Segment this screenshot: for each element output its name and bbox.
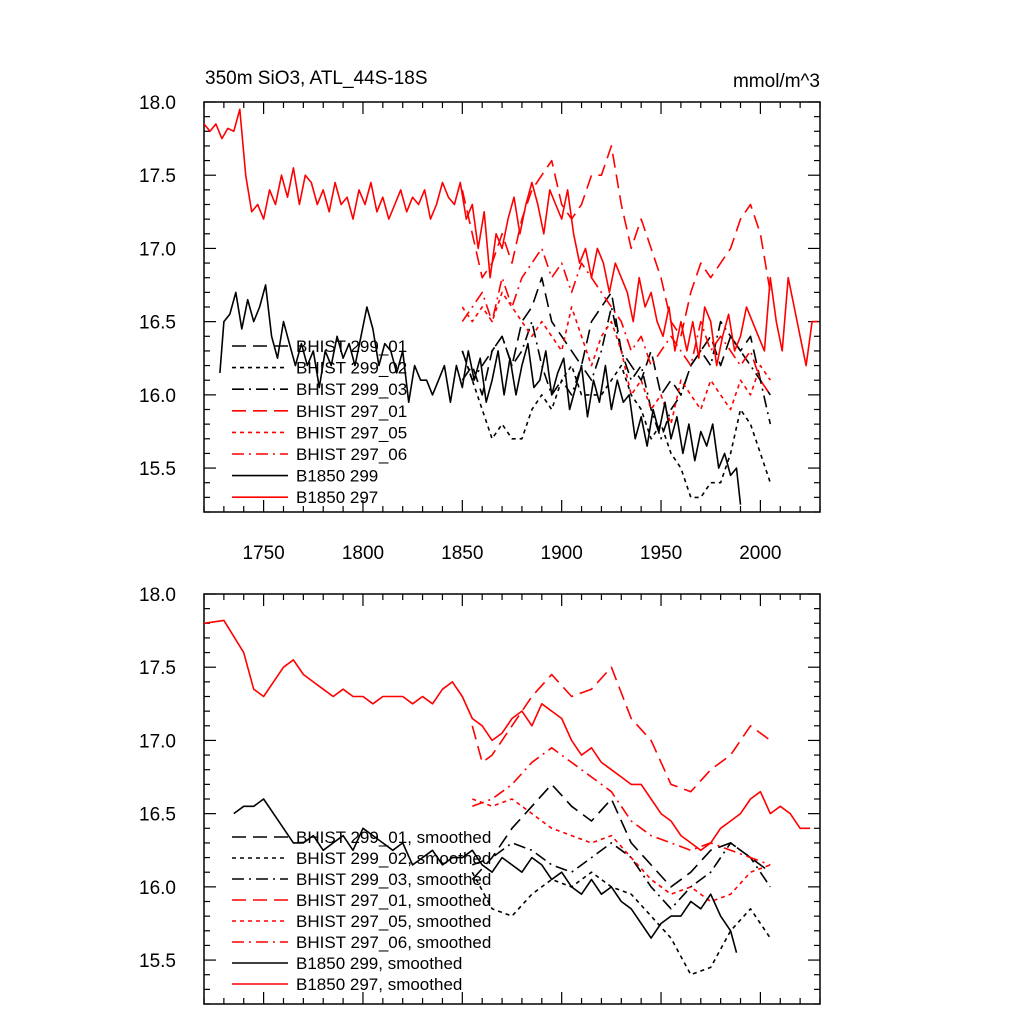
legend-label: BHIST 297_05 <box>296 423 407 442</box>
series-line <box>461 350 772 499</box>
y-tick-label: 18.0 <box>139 93 176 114</box>
x-tick-label: 1950 <box>640 543 682 564</box>
y-tick-label: 16.0 <box>139 386 176 407</box>
legend-label: BHIST 297_01, smoothed <box>296 891 491 910</box>
series-group <box>204 108 818 505</box>
y-tick-label: 17.0 <box>139 731 176 752</box>
series-line <box>204 108 818 367</box>
y-tick-label: 16.0 <box>139 878 176 899</box>
units-label: mmol/m^3 <box>733 71 820 92</box>
legend-label: BHIST 297_06 <box>296 445 407 464</box>
x-tick-label: 1750 <box>242 543 284 564</box>
series-line <box>461 247 771 396</box>
series-line <box>461 145 772 338</box>
chart-title: 350m SiO3, ATL_44S-18S <box>205 68 428 89</box>
legend-label: BHIST 299_01 <box>296 337 407 356</box>
series-line <box>219 284 742 505</box>
legend-label: BHIST 299_03, smoothed <box>296 870 491 889</box>
legend-label: B1850 297 <box>296 488 378 507</box>
legend-label: BHIST 299_02, smoothed <box>296 849 491 868</box>
series-line <box>471 783 771 888</box>
series-line <box>471 666 771 793</box>
series-line <box>461 291 771 425</box>
x-tick-label: 1900 <box>541 543 583 564</box>
y-tick-label: 17.5 <box>139 166 176 187</box>
legend-label: BHIST 297_01 <box>296 402 407 421</box>
series-line <box>461 306 772 440</box>
series-line <box>472 842 771 910</box>
y-tick-label: 17.5 <box>139 658 176 679</box>
series-line <box>461 276 771 396</box>
legend-label: B1850 299, smoothed <box>296 954 462 973</box>
top-panel: 15.5 16.0 16.5 17.0 17.5 18.0 1750 1800 1850 1900… <box>139 93 821 564</box>
legend: BHIST 299_01, smoothed BHIST 299_02, smoo… <box>232 828 491 994</box>
y-tick-label: 18.0 <box>139 585 176 606</box>
legend-label: B1850 297, smoothed <box>296 975 462 994</box>
y-tick-label: 17.0 <box>139 239 176 260</box>
legend: BHIST 299_01 BHIST 299_02 BHIST 299_03 BHIS… <box>232 337 407 507</box>
y-tick-label: 16.5 <box>139 313 176 334</box>
x-tick-label: 2000 <box>739 543 781 564</box>
legend-label: BHIST 299_01, smoothed <box>296 828 491 847</box>
legend-label: BHIST 299_03 <box>296 380 407 399</box>
series-group <box>204 619 811 976</box>
legend-label: BHIST 297_06, smoothed <box>296 933 491 952</box>
y-tick-label: 15.5 <box>139 459 176 480</box>
bottom-panel: 15.5 16.0 16.5 17.0 17.5 18.0 BHIST 299_01, sm… <box>139 585 821 1005</box>
legend-label: B1850 299 <box>296 467 378 486</box>
y-tick-label: 16.5 <box>139 805 176 826</box>
y-tick-label: 15.5 <box>139 951 176 972</box>
series-line <box>233 798 738 953</box>
series-line <box>204 619 811 852</box>
x-tick-label: 1800 <box>342 543 384 564</box>
series-line <box>472 798 771 903</box>
legend-label: BHIST 297_05, smoothed <box>296 912 491 931</box>
legend-label: BHIST 299_02 <box>296 359 407 378</box>
x-tick-label: 1850 <box>441 543 483 564</box>
